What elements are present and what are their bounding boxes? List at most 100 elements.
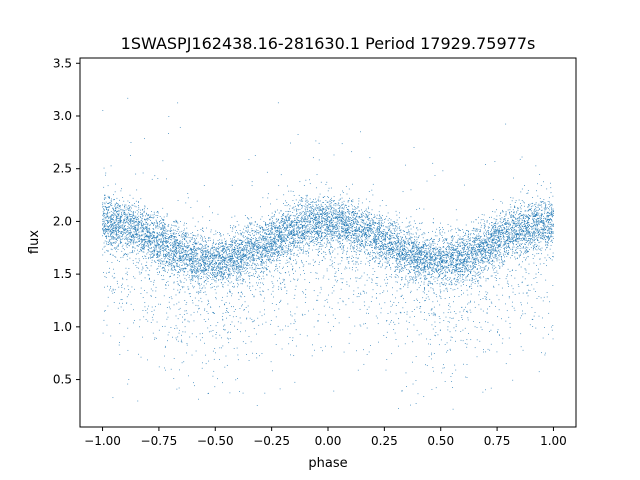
data-point bbox=[357, 241, 359, 242]
data-point bbox=[279, 329, 281, 331]
data-point bbox=[202, 270, 203, 271]
data-point bbox=[218, 242, 220, 244]
data-point bbox=[350, 241, 352, 243]
data-point bbox=[185, 262, 187, 264]
data-point bbox=[214, 312, 215, 314]
data-point bbox=[542, 235, 543, 237]
data-point bbox=[307, 235, 309, 237]
data-point bbox=[157, 274, 159, 275]
data-point bbox=[296, 234, 297, 235]
data-point bbox=[104, 286, 105, 288]
data-point bbox=[290, 232, 292, 234]
data-point bbox=[175, 242, 176, 244]
data-point bbox=[138, 201, 139, 203]
data-point bbox=[114, 222, 116, 223]
data-point bbox=[311, 217, 313, 219]
data-point bbox=[526, 227, 527, 229]
data-point bbox=[474, 271, 476, 273]
data-point bbox=[404, 231, 405, 232]
data-point bbox=[396, 244, 398, 246]
data-point bbox=[228, 270, 230, 272]
data-point bbox=[131, 236, 133, 238]
data-point bbox=[182, 331, 184, 333]
data-point bbox=[461, 271, 463, 273]
data-point bbox=[215, 274, 217, 276]
data-point bbox=[465, 239, 467, 241]
data-point bbox=[156, 250, 158, 252]
data-point bbox=[196, 237, 197, 239]
data-point bbox=[332, 238, 333, 239]
data-point bbox=[232, 257, 233, 259]
data-point bbox=[294, 313, 296, 315]
data-point bbox=[296, 213, 298, 214]
data-point bbox=[279, 246, 281, 248]
data-point bbox=[245, 244, 246, 246]
data-point bbox=[135, 221, 137, 223]
data-point bbox=[321, 234, 322, 236]
data-point bbox=[102, 232, 104, 234]
data-point bbox=[251, 247, 253, 249]
data-point bbox=[423, 269, 425, 270]
data-point bbox=[326, 234, 328, 235]
data-point bbox=[154, 175, 156, 177]
data-point bbox=[319, 261, 320, 263]
data-point bbox=[394, 270, 396, 272]
data-point bbox=[295, 345, 297, 347]
data-point bbox=[460, 260, 462, 262]
data-point bbox=[266, 243, 267, 245]
data-point bbox=[129, 202, 130, 203]
data-point bbox=[160, 245, 162, 247]
data-point bbox=[517, 234, 518, 235]
data-point bbox=[265, 264, 267, 266]
data-point bbox=[202, 332, 203, 334]
data-point bbox=[105, 236, 107, 238]
data-point bbox=[500, 232, 501, 234]
data-point bbox=[506, 221, 508, 223]
data-point bbox=[256, 405, 258, 406]
data-point bbox=[238, 233, 240, 235]
data-point bbox=[450, 225, 452, 227]
data-point bbox=[300, 231, 302, 233]
data-point bbox=[321, 218, 323, 220]
data-point bbox=[444, 261, 446, 263]
data-point bbox=[518, 199, 520, 201]
data-point bbox=[298, 201, 299, 203]
data-point bbox=[359, 247, 361, 249]
data-point bbox=[415, 260, 417, 262]
data-point bbox=[265, 244, 267, 246]
data-point bbox=[206, 258, 208, 260]
data-point bbox=[133, 243, 135, 245]
data-point bbox=[262, 246, 264, 247]
data-point bbox=[432, 162, 434, 164]
data-point bbox=[399, 252, 400, 254]
data-point bbox=[495, 226, 497, 228]
data-point bbox=[423, 268, 425, 270]
data-point bbox=[301, 313, 303, 315]
data-point bbox=[267, 229, 268, 230]
data-point bbox=[535, 327, 537, 329]
data-point bbox=[116, 235, 118, 237]
data-point bbox=[551, 228, 553, 230]
data-point bbox=[233, 236, 234, 238]
data-point bbox=[205, 270, 206, 272]
data-point bbox=[527, 206, 529, 208]
data-point bbox=[284, 229, 286, 231]
data-point bbox=[260, 255, 262, 257]
data-point bbox=[381, 242, 383, 244]
data-point bbox=[264, 244, 266, 246]
data-point bbox=[460, 264, 462, 265]
data-point bbox=[149, 247, 150, 249]
data-point bbox=[348, 239, 350, 241]
data-point bbox=[522, 215, 524, 216]
data-point bbox=[142, 213, 144, 214]
data-point bbox=[515, 225, 516, 227]
data-point bbox=[185, 232, 187, 234]
data-point bbox=[297, 230, 299, 232]
data-point bbox=[288, 249, 290, 250]
data-point bbox=[106, 324, 108, 326]
data-point bbox=[103, 226, 105, 228]
data-point bbox=[387, 250, 389, 251]
data-point bbox=[338, 215, 340, 217]
data-point bbox=[348, 228, 350, 230]
data-point bbox=[400, 261, 401, 263]
